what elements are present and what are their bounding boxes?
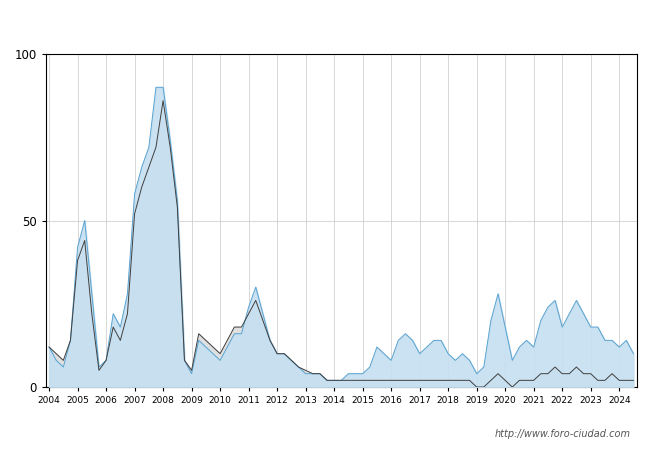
Text: Cabezón de Pisuerga - Evolucion del Nº de Transacciones Inmobiliarias: Cabezón de Pisuerga - Evolucion del Nº d… bbox=[90, 12, 560, 25]
Text: http://www.foro-ciudad.com: http://www.foro-ciudad.com bbox=[495, 429, 630, 439]
